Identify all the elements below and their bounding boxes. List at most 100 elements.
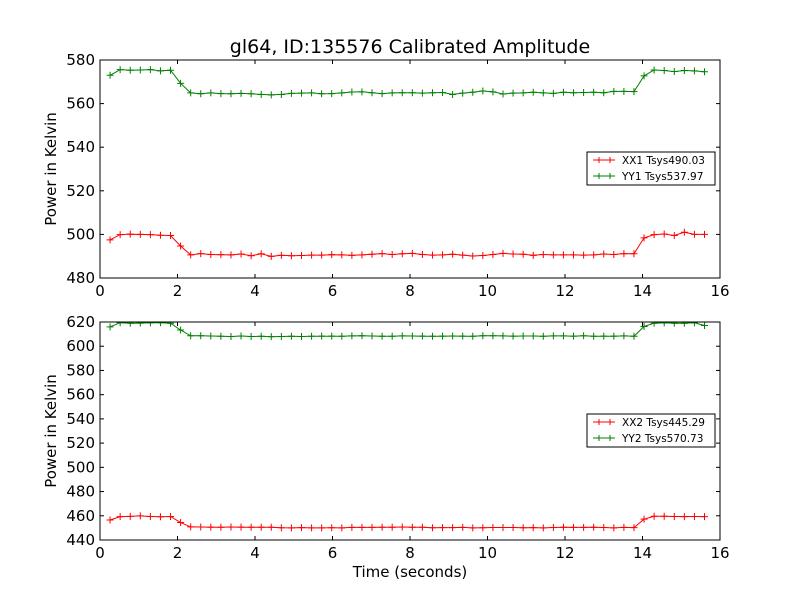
data-point-marker: [701, 68, 708, 76]
data-point-marker: [338, 89, 346, 97]
data-point-marker: [287, 332, 295, 340]
y-tick-label: 540: [66, 410, 95, 428]
data-point-marker: [539, 89, 547, 97]
data-point-marker: [207, 250, 215, 258]
data-point-marker: [600, 524, 608, 532]
data-point-marker: [217, 251, 225, 259]
data-point-marker: [247, 523, 255, 531]
data-point-marker: [529, 332, 537, 340]
data-point-marker: [237, 332, 245, 340]
y-tick-label: 480: [66, 269, 95, 287]
data-point-marker: [509, 89, 517, 97]
data-point-marker: [267, 91, 275, 99]
data-point-marker: [156, 513, 164, 521]
data-point-marker: [318, 524, 326, 532]
data-point-marker: [106, 236, 114, 244]
data-point-marker: [580, 88, 588, 96]
data-point-marker: [398, 250, 406, 258]
data-point-marker: [559, 88, 567, 96]
x-tick-label: 0: [95, 282, 105, 300]
data-point-marker: [590, 332, 598, 340]
data-point-marker: [428, 332, 436, 340]
x-tick-label: 4: [250, 544, 260, 562]
data-point-marker: [197, 90, 205, 98]
data-point-marker: [580, 251, 588, 259]
data-point-marker: [570, 89, 578, 97]
data-point-marker: [680, 513, 688, 521]
data-point-marker: [640, 234, 648, 242]
y-tick-label: 560: [66, 95, 95, 113]
data-point-marker: [660, 512, 668, 520]
data-point-marker: [167, 66, 175, 74]
data-point-marker: [670, 231, 678, 239]
legend-label: YY1 Tsys537.97: [621, 171, 703, 183]
legend-label: XX1 Tsys490.03: [622, 155, 705, 167]
data-point-marker: [156, 322, 164, 327]
data-point-marker: [529, 88, 537, 96]
data-point-marker: [146, 66, 154, 74]
data-point-marker: [640, 322, 648, 330]
data-point-marker: [610, 250, 618, 258]
data-point-marker: [701, 322, 708, 330]
data-point-marker: [106, 71, 114, 79]
x-tick-label: 6: [328, 282, 338, 300]
data-point-marker: [630, 88, 638, 96]
data-point-marker: [298, 333, 305, 341]
data-point-marker: [116, 231, 124, 239]
data-point-marker: [559, 332, 567, 340]
data-point-marker: [660, 230, 668, 238]
data-point-marker: [237, 89, 245, 97]
data-point-marker: [469, 88, 477, 96]
data-point-marker: [469, 332, 477, 340]
data-point-marker: [620, 87, 628, 95]
data-point-marker: [570, 332, 578, 340]
data-point-marker: [177, 79, 185, 87]
data-point-marker: [539, 524, 547, 532]
data-point-marker: [126, 230, 134, 238]
data-point-marker: [408, 523, 416, 531]
data-point-marker: [549, 89, 557, 97]
data-point-marker: [459, 251, 467, 259]
data-point-marker: [499, 524, 507, 532]
data-point-marker: [580, 523, 588, 531]
data-point-marker: [590, 523, 598, 531]
data-point-marker: [338, 251, 346, 259]
data-point-marker: [600, 332, 608, 340]
data-point-marker: [207, 332, 215, 340]
data-point-marker: [570, 251, 578, 259]
data-point-marker: [680, 228, 688, 236]
data-point-marker: [378, 523, 386, 531]
data-point-marker: [177, 242, 185, 250]
data-point-marker: [439, 88, 447, 96]
data-point-marker: [519, 250, 527, 258]
series-XX2 Tsys445.29: [106, 512, 708, 532]
data-point-marker: [368, 523, 376, 531]
data-point-marker: [559, 251, 567, 259]
data-point-marker: [257, 523, 265, 531]
data-point-marker: [287, 89, 295, 97]
data-point-marker: [690, 67, 698, 75]
data-point-marker: [298, 252, 305, 260]
data-point-marker: [650, 322, 658, 327]
data-point-marker: [358, 523, 366, 531]
data-point-marker: [509, 524, 517, 532]
data-point-marker: [257, 90, 265, 98]
data-point-marker: [277, 524, 285, 532]
data-point-marker: [680, 322, 688, 327]
x-tick-label: 2: [173, 544, 183, 562]
data-point-marker: [549, 251, 557, 259]
x-tick-label: 16: [710, 544, 729, 562]
chart-title: gl64, ID:135576 Calibrated Amplitude: [230, 36, 590, 58]
y-axis-label: Power in Kelvin: [42, 374, 60, 488]
data-point-marker: [338, 524, 346, 532]
legend-marker: [596, 157, 613, 163]
data-point-marker: [358, 88, 366, 96]
data-point-marker: [428, 524, 436, 532]
legend: XX2 Tsys445.29 YY2 Tsys570.73: [586, 413, 716, 448]
x-tick-label: 0: [95, 544, 105, 562]
data-point-marker: [630, 524, 638, 532]
x-tick-label: 10: [478, 282, 497, 300]
data-point-marker: [217, 332, 225, 340]
data-point-marker: [439, 524, 447, 532]
